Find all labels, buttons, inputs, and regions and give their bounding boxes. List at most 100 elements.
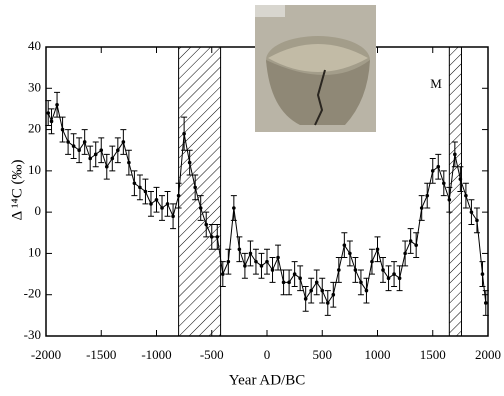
- x-tick-label: 500: [313, 347, 333, 362]
- data-point: [116, 148, 120, 153]
- data-point: [430, 169, 435, 173]
- data-point: [55, 103, 59, 107]
- data-point: [187, 160, 192, 165]
- annotation: M: [430, 76, 442, 91]
- y-tick-label: 10: [28, 162, 41, 177]
- data-point: [221, 272, 225, 276]
- data-point: [414, 243, 418, 247]
- data-point: [204, 222, 209, 227]
- data-point: [464, 193, 468, 198]
- data-point: [370, 259, 374, 264]
- y-axis-title: Δ ¹⁴C (‰): [9, 159, 25, 220]
- photo-inset: [255, 5, 376, 132]
- data-point: [143, 189, 148, 194]
- data-point: [475, 218, 479, 223]
- data-point: [110, 156, 115, 161]
- data-point: [182, 131, 186, 136]
- data-point: [160, 206, 164, 210]
- data-point: [77, 148, 81, 153]
- data-point: [88, 156, 92, 161]
- y-tick-label: -30: [24, 327, 41, 342]
- data-point: [71, 144, 76, 148]
- data-point: [165, 202, 170, 206]
- data-point: [138, 185, 142, 190]
- data-point: [436, 164, 441, 169]
- plot-area: -30 -20 10 0 10 20 30 40 -2000 -1500 -1000 -500 0 500…: [24, 38, 501, 362]
- data-point: [447, 197, 452, 202]
- data-point: [46, 111, 51, 115]
- data-point: [469, 210, 474, 214]
- data-point: [342, 243, 347, 247]
- data-point: [154, 197, 159, 202]
- data-point: [298, 276, 302, 281]
- data-point: [483, 301, 488, 305]
- x-tick-label: 1000: [365, 347, 391, 362]
- data-point: [281, 280, 286, 285]
- data-point: [82, 140, 87, 144]
- data-point: [259, 264, 264, 268]
- data-point: [425, 193, 430, 198]
- data-point: [325, 301, 330, 305]
- y-tick-label: -20: [24, 286, 41, 301]
- data-point: [209, 235, 214, 239]
- data-point: [320, 288, 325, 293]
- data-point: [248, 251, 253, 256]
- data-point: [337, 268, 341, 272]
- data-point: [303, 297, 308, 301]
- data-point: [364, 288, 369, 293]
- data-point: [386, 276, 391, 281]
- data-point: [232, 206, 236, 210]
- y-tick-label: 30: [28, 79, 41, 94]
- data-point: [375, 247, 380, 252]
- hatched-region: [178, 46, 222, 337]
- x-tick-label: 1500: [420, 347, 446, 362]
- x-axis-title: Year AD/BC: [229, 372, 305, 388]
- data-point: [480, 272, 485, 276]
- data-point: [237, 247, 242, 252]
- data-point: [171, 214, 175, 219]
- data-point: [93, 152, 98, 157]
- data-point: [60, 127, 65, 132]
- data-point: [215, 235, 220, 239]
- data-point: [265, 259, 269, 264]
- data-point: [353, 268, 358, 272]
- data-point: [442, 181, 446, 186]
- x-tick-label: -1000: [141, 347, 171, 362]
- data-point: [193, 185, 197, 190]
- data-point: [121, 140, 126, 144]
- data-point: [359, 280, 363, 285]
- data-point: [254, 259, 258, 264]
- data-point: [392, 272, 396, 276]
- data-point: [408, 239, 413, 243]
- data-point: [458, 177, 463, 181]
- y-tick-label: 20: [28, 121, 41, 136]
- data-point: [276, 255, 280, 260]
- data-point: [331, 292, 336, 297]
- data-point: [419, 206, 424, 210]
- data-point: [176, 193, 181, 198]
- data-point: [397, 276, 402, 281]
- data-point: [381, 268, 385, 272]
- data-point: [314, 280, 319, 285]
- data-point: [132, 181, 137, 186]
- x-tick-label: 2000: [475, 347, 501, 362]
- data-point: [66, 140, 70, 144]
- data-point: [453, 152, 457, 157]
- data-point: [226, 259, 231, 264]
- x-tick-label: -500: [200, 347, 224, 362]
- data-point: [309, 288, 314, 293]
- data-point: [270, 268, 275, 272]
- data-point: [49, 119, 54, 124]
- y-tick-label: 0: [35, 203, 42, 218]
- data-point: [292, 272, 297, 276]
- data-point: [243, 264, 247, 268]
- data-point: [149, 202, 153, 206]
- data-point: [348, 251, 352, 256]
- x-tick-label: -2000: [31, 347, 61, 362]
- data-point: [198, 206, 203, 210]
- data-point: [127, 160, 131, 165]
- data-point: [287, 280, 291, 285]
- data-point: [104, 164, 109, 169]
- y-tick-label: 40: [28, 38, 41, 53]
